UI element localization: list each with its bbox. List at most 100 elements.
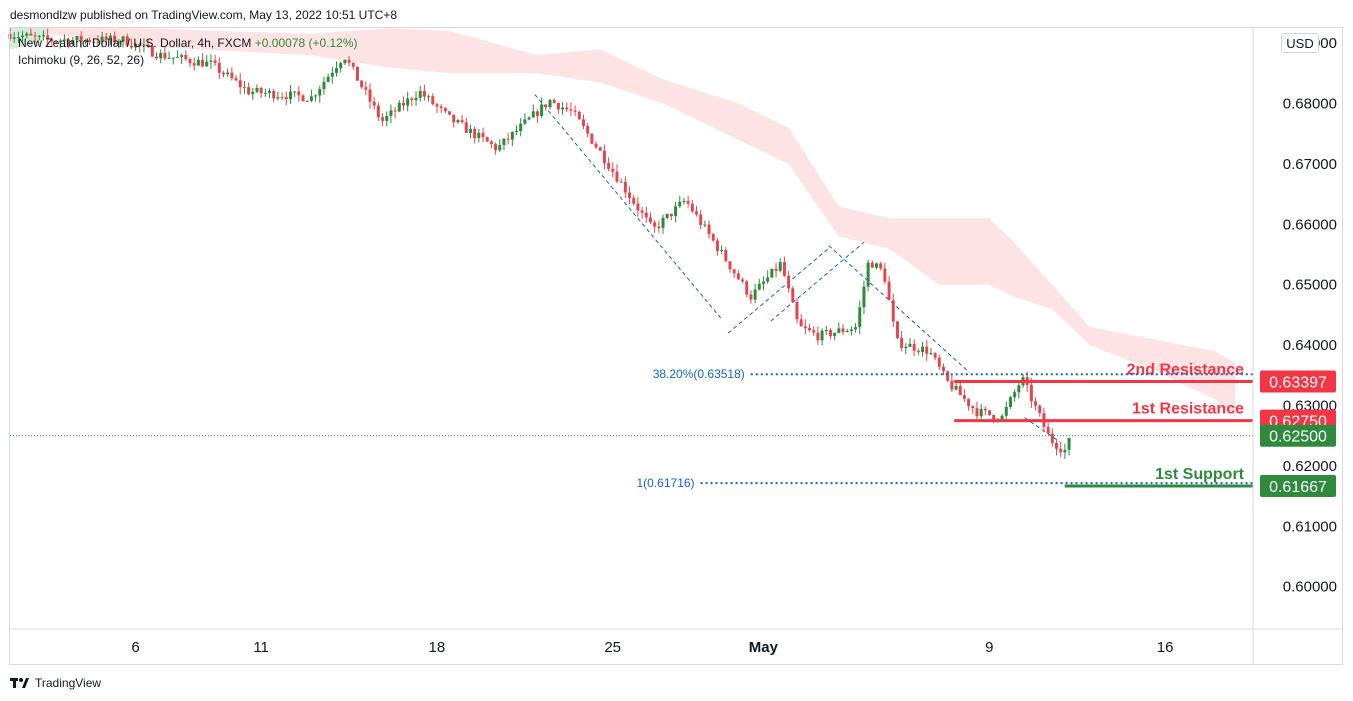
candle-body — [653, 222, 657, 227]
candle-body — [163, 52, 167, 59]
candle-body — [142, 44, 146, 46]
candle-body — [46, 35, 50, 40]
candle-body — [569, 109, 573, 111]
candle-body — [703, 224, 707, 226]
candle-body — [958, 385, 962, 396]
candle-body — [50, 39, 54, 42]
candle-body — [540, 104, 544, 116]
candle-body — [778, 262, 782, 271]
ichimoku-cloud-bullish — [10, 28, 51, 50]
candle-body — [393, 110, 397, 112]
candle-body — [887, 281, 891, 301]
candle-body — [858, 307, 862, 328]
price-tag — [1260, 424, 1336, 447]
candle-body — [761, 281, 765, 284]
candle-body — [916, 350, 920, 353]
x-tick-label: 6 — [131, 639, 139, 656]
candle-body — [167, 57, 171, 59]
candle-body — [100, 36, 104, 43]
symbol-title[interactable]: New Zealand Dollar / U.S. Dollar, 4h, FX… — [18, 36, 252, 50]
candle-body — [401, 102, 405, 106]
candle-body — [33, 35, 37, 37]
candle-body — [284, 97, 288, 100]
candle-body — [1013, 392, 1017, 398]
candle-body — [351, 62, 355, 67]
candle-body — [845, 330, 849, 333]
candle-body — [971, 406, 975, 409]
change-value: +0.00078 (+0.12%) — [254, 36, 358, 50]
candle-body — [226, 72, 230, 75]
candle-body — [774, 268, 778, 271]
candle-body — [259, 87, 263, 94]
candle-body — [75, 36, 79, 40]
candle-body — [519, 123, 523, 132]
candle-body — [8, 34, 12, 39]
candle-body — [816, 332, 820, 341]
candle-body — [791, 288, 795, 303]
candle-body — [489, 141, 493, 145]
brand-name: TradingView — [35, 676, 102, 690]
y-tick-label: 0.64000 — [1283, 337, 1337, 354]
candle-body — [485, 137, 489, 142]
candle-body — [79, 36, 83, 42]
candle-body — [983, 408, 987, 411]
candle-body — [711, 234, 715, 241]
x-tick-label: May — [749, 639, 779, 656]
brand[interactable]: TradingView — [10, 676, 101, 690]
candle-body — [96, 41, 100, 43]
candle-body — [695, 211, 699, 215]
candle-body — [678, 201, 682, 207]
candle-body — [494, 144, 498, 151]
trend-line — [828, 245, 970, 373]
candle-body — [527, 117, 531, 120]
candle-body — [640, 210, 644, 213]
candle-body — [724, 250, 728, 262]
candle-body — [288, 91, 292, 100]
candle-body — [749, 294, 753, 300]
currency-button[interactable]: USD — [1281, 33, 1319, 53]
candles — [8, 27, 1071, 459]
candle-body — [787, 275, 791, 289]
candle-body — [335, 68, 339, 73]
candle-body — [360, 80, 364, 88]
candle-body — [205, 61, 209, 67]
candle-body — [954, 385, 958, 390]
candle-body — [364, 87, 368, 90]
candle-body — [247, 87, 251, 95]
candle-body — [674, 206, 678, 217]
candle-body — [506, 138, 510, 140]
candle-body — [301, 95, 305, 102]
candle-body — [452, 114, 456, 123]
candle-body — [812, 330, 816, 333]
candle-body — [276, 97, 280, 99]
fib-level-label: 38.20%(0.63518) — [653, 367, 745, 381]
candle-body — [171, 57, 175, 59]
candle-body — [138, 43, 142, 46]
candle-body — [745, 281, 749, 295]
candle-body — [422, 90, 426, 97]
candle-body — [531, 111, 535, 118]
candle-body — [992, 414, 996, 420]
candle-body — [439, 106, 443, 109]
candle-body — [862, 286, 866, 308]
candle-body — [125, 36, 129, 46]
candle-body — [150, 46, 154, 57]
candle-body — [967, 398, 971, 407]
candle-body — [213, 60, 217, 63]
candle-body — [54, 41, 58, 43]
x-tick-label: 18 — [429, 639, 446, 656]
candle-body — [552, 99, 556, 103]
candle-body — [184, 55, 188, 60]
candle-body — [946, 371, 950, 381]
candle-body — [720, 250, 724, 252]
indicator-title[interactable]: Ichimoku (9, 26, 52, 26) — [18, 53, 145, 67]
candle-body — [933, 353, 937, 358]
candle-body — [895, 321, 899, 338]
candle-body — [381, 117, 385, 121]
candle-body — [1017, 385, 1021, 393]
candle-body — [175, 56, 179, 58]
candle-body — [368, 89, 372, 102]
candle-body — [510, 131, 514, 140]
candle-body — [908, 343, 912, 347]
